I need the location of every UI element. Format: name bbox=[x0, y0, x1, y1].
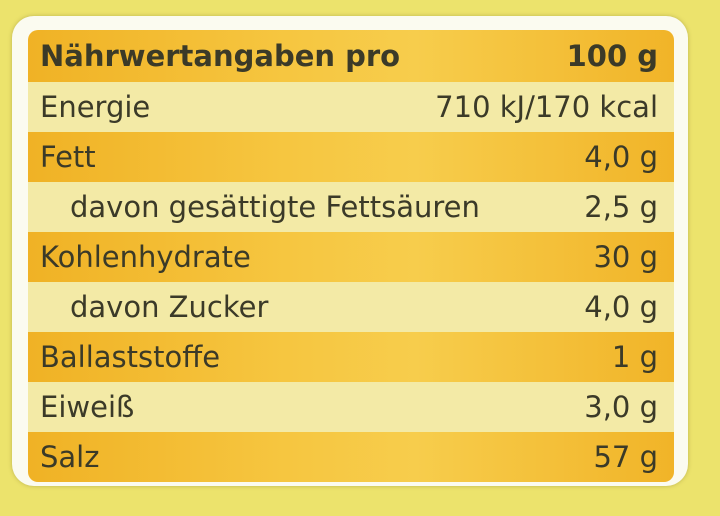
amount: 30 g bbox=[593, 240, 658, 274]
header-cell: Nährwertangaben pro bbox=[40, 39, 401, 73]
nutrient: Eiweiß bbox=[40, 390, 135, 424]
row: davon gesättigte Fettsäuren 2,5 g bbox=[28, 182, 674, 232]
amount: 2,5 g bbox=[584, 190, 658, 224]
nutrient: davon Zucker bbox=[70, 290, 269, 324]
amount: 3,0 g bbox=[584, 390, 658, 424]
row: Fett 4,0 g bbox=[28, 132, 674, 182]
nutrient: Fett bbox=[40, 140, 96, 174]
nutrient: Kohlenhydrate bbox=[40, 240, 251, 274]
nutrient: Energie bbox=[40, 90, 151, 124]
amount: 57 g bbox=[593, 440, 658, 474]
nutrient: davon gesättigte Fettsäuren bbox=[70, 190, 480, 224]
amount: 710 kJ/170 kcal bbox=[435, 90, 658, 124]
row: Ballaststoffe 1 g bbox=[28, 332, 674, 382]
nutrient: Ballaststoffe bbox=[40, 340, 221, 374]
header-row: Nährwertangaben pro 100 g bbox=[28, 30, 674, 82]
amount: 4,0 g bbox=[584, 140, 658, 174]
row: davon Zucker 4,0 g bbox=[28, 282, 674, 332]
amount: 1 g bbox=[611, 340, 658, 374]
header-cell: 100 g bbox=[566, 39, 658, 73]
row: Salz 57 g bbox=[28, 432, 674, 482]
row: Kohlenhydrate 30 g bbox=[28, 232, 674, 282]
amount: 4,0 g bbox=[584, 290, 658, 324]
row: Energie 710 kJ/170 kcal bbox=[28, 82, 674, 132]
label-panel: Nährwertangaben pro 100 g Energie 710 kJ… bbox=[12, 16, 688, 486]
row: Eiweiß 3,0 g bbox=[28, 382, 674, 432]
nutrient: Salz bbox=[40, 440, 100, 474]
nutrition-table: Nährwertangaben pro 100 g Energie 710 kJ… bbox=[28, 30, 674, 482]
